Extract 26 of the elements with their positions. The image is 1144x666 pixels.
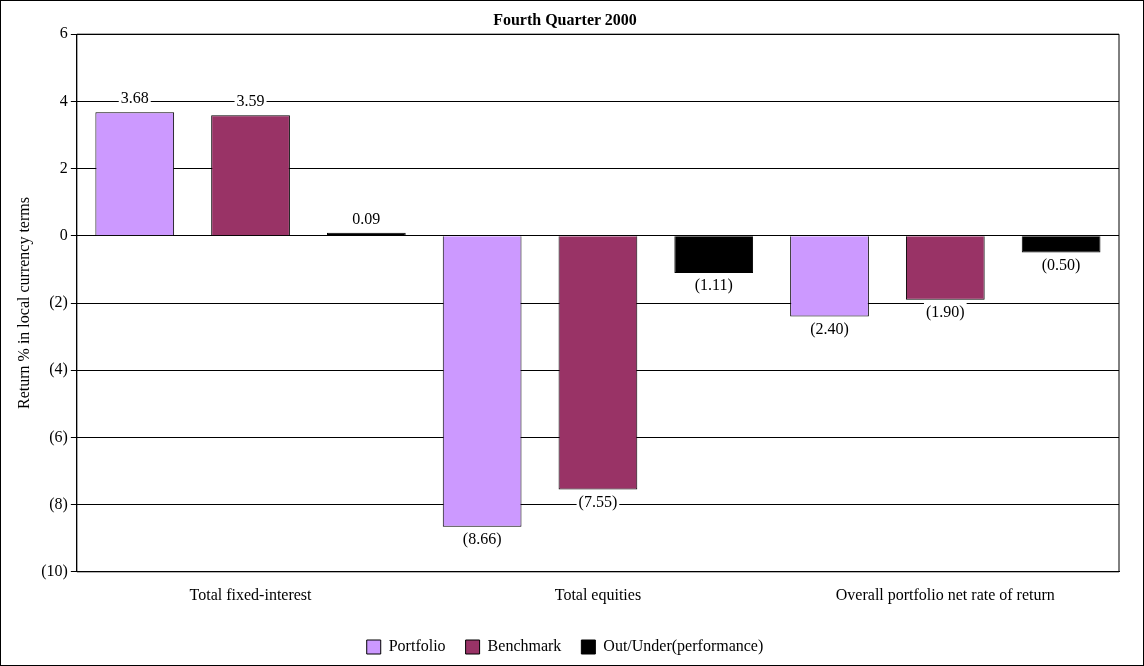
data-label: (1.11) [694, 276, 733, 295]
legend-label: Benchmark [487, 637, 562, 655]
data-label: (7.55) [578, 492, 618, 511]
y-axis-title: Return % in local currency terms [14, 197, 33, 409]
y-tick-label: (6) [49, 427, 68, 446]
data-label: (1.90) [925, 302, 965, 321]
x-tick-label: Overall portfolio net rate of return [835, 585, 1055, 604]
data-label: (0.50) [1041, 255, 1081, 274]
y-tick-label: 6 [59, 24, 68, 42]
x-tick-label: Total equities [554, 585, 642, 604]
data-label: 0.09 [352, 209, 381, 227]
legend-label: Out/Under(performance) [603, 637, 764, 656]
chart-title: Fourth Quarter 2000 [493, 10, 637, 28]
data-label: (8.66) [462, 529, 502, 548]
y-tick-label: 0 [59, 226, 68, 243]
y-tick-label: (4) [49, 360, 68, 379]
data-label: 3.59 [236, 92, 265, 110]
x-tick-label: Total fixed-interest [189, 585, 313, 603]
y-tick-label: (10) [41, 562, 68, 580]
data-label: 3.68 [120, 89, 149, 107]
y-tick-label: (2) [49, 293, 68, 312]
data-label: (2.40) [810, 319, 849, 338]
y-tick-label: 2 [59, 158, 68, 176]
legend-label: Portfolio [388, 637, 446, 655]
y-tick-label: (8) [49, 494, 68, 513]
y-tick-label: 4 [59, 91, 68, 109]
